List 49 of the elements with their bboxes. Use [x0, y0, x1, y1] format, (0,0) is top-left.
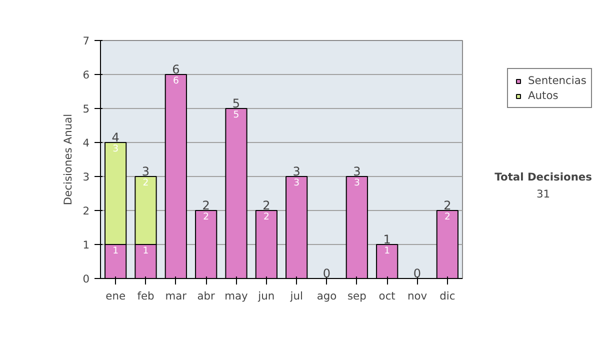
data-label: 6: [172, 76, 179, 86]
x-tick-label: feb: [137, 290, 155, 302]
x-tick-label: mar: [165, 290, 188, 302]
x-tick-label: dic: [440, 290, 456, 302]
total-label: 3: [292, 164, 300, 178]
x-tick-label: ene: [106, 290, 126, 302]
total-label: 2: [262, 198, 270, 212]
data-label: 1: [112, 246, 119, 256]
x-tick-label: ago: [316, 290, 337, 302]
y-axis-title: Decisiones Anual: [62, 114, 75, 206]
data-label: 2: [263, 212, 270, 222]
total-label: 0: [322, 266, 331, 280]
total-label: 2: [444, 198, 452, 212]
data-label: 3: [354, 178, 360, 188]
text: 31: [536, 188, 550, 201]
x-tick-label: nov: [407, 290, 428, 302]
y-tick-label: 4: [82, 136, 90, 150]
y-tick-label: 3: [82, 170, 90, 184]
y-tick-label: 2: [82, 204, 90, 218]
total-label: 3: [142, 164, 150, 178]
y-tick-label: 5: [82, 102, 90, 116]
x-tick-label: oct: [378, 290, 396, 302]
total-label: 3: [353, 164, 361, 178]
text: Total Decisiones: [494, 170, 592, 184]
total-label: 5: [232, 96, 240, 110]
total-label: 1: [383, 232, 391, 246]
data-label: 3: [294, 178, 300, 188]
y-tick-label: 7: [82, 34, 90, 48]
data-label: 5: [233, 110, 240, 120]
x-tick-label: jul: [289, 290, 303, 302]
data-label: 1: [142, 246, 149, 256]
total-label: 6: [172, 62, 180, 76]
data-label: 2: [203, 212, 210, 222]
data-label: 3: [112, 144, 119, 154]
total-label: 0: [413, 266, 422, 280]
legend-label: Sentencias: [528, 74, 586, 87]
x-tick-label: abr: [197, 290, 216, 302]
data-label: 1: [384, 246, 390, 256]
x-tick-label: jun: [257, 290, 275, 302]
legend-label: Autos: [528, 89, 558, 102]
y-tick-label: 1: [82, 238, 90, 252]
total-label: 4: [112, 130, 120, 144]
data-label: 2: [142, 178, 149, 188]
y-tick-label: 6: [82, 68, 90, 82]
y-tick-label: 0: [82, 272, 90, 286]
data-label: 2: [444, 212, 450, 222]
total-label: 2: [202, 198, 210, 212]
x-tick-label: may: [224, 290, 248, 302]
x-tick-label: sep: [347, 290, 367, 302]
